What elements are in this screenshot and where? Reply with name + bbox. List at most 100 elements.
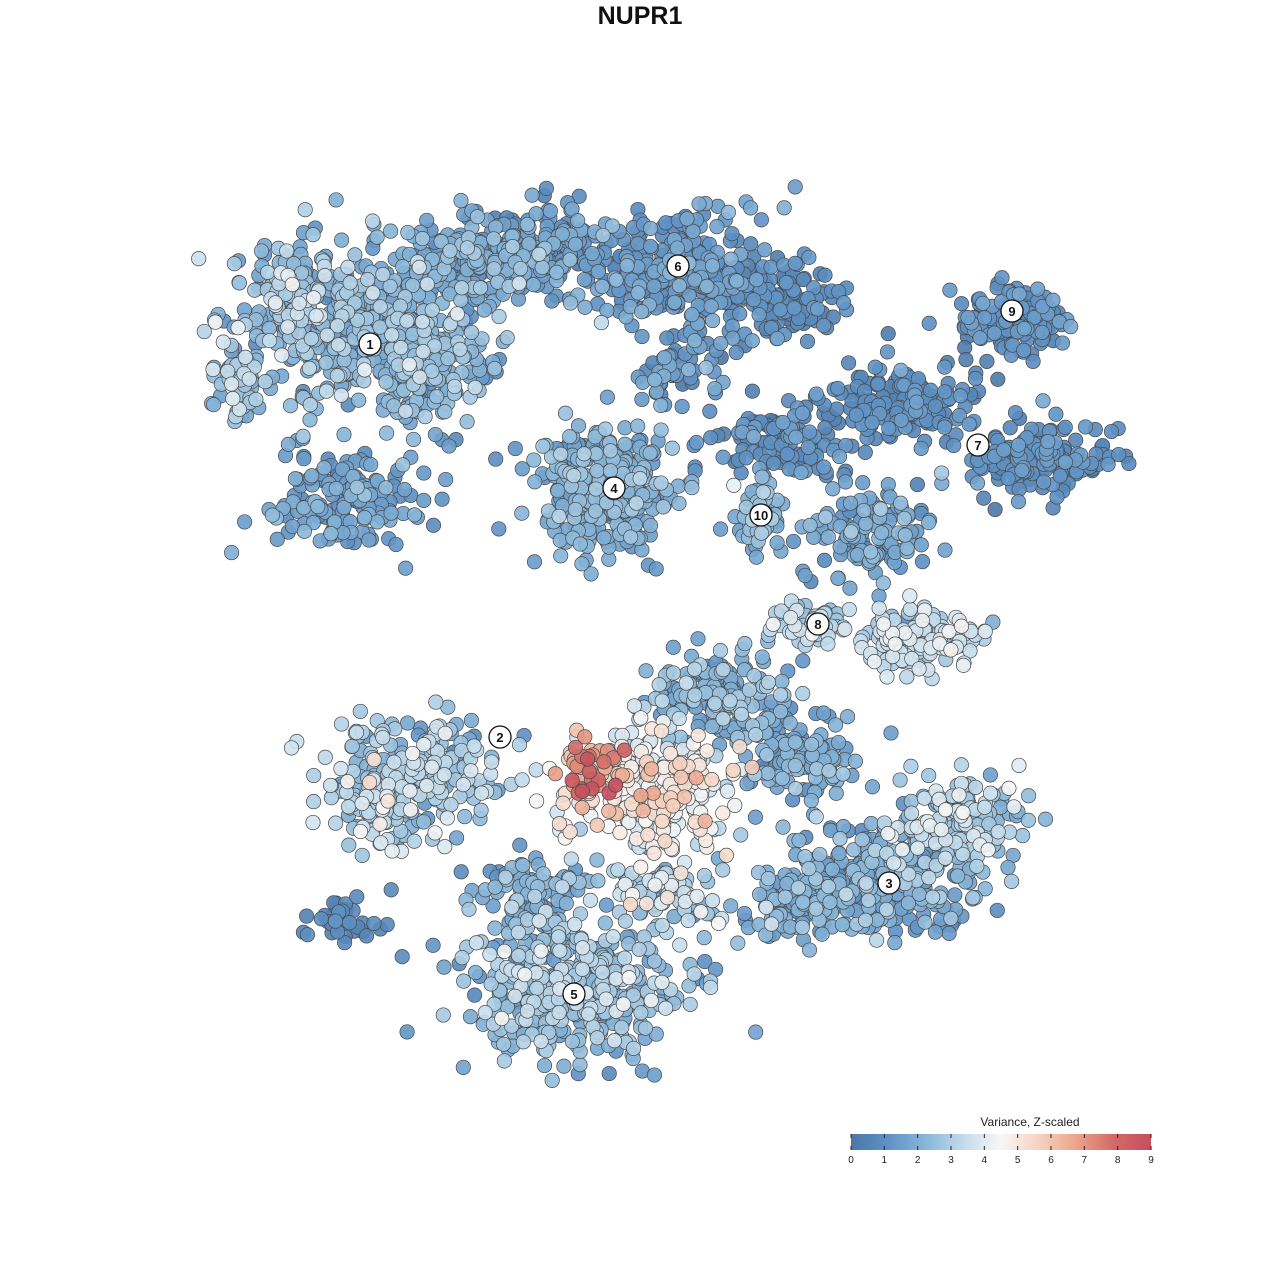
cell-point [1100,456,1116,472]
cell-point [843,524,859,540]
cell-point [602,463,618,479]
cell-point [305,814,321,831]
cell-point [718,847,734,863]
cell-point [590,873,606,889]
cell-point [647,372,663,388]
cell-point [533,943,549,959]
cell-point [231,275,247,291]
cell-point [909,476,925,493]
cell-point [531,246,547,262]
cell-point [582,892,598,908]
cell-point [684,307,700,323]
cell-point [496,1036,512,1052]
cell-point [383,505,399,521]
cell-point [468,935,484,951]
cell-point [774,673,790,689]
cell-point [247,282,263,298]
cell-point [595,227,611,243]
cell-point [419,778,435,794]
cell-point [697,953,713,970]
cell-point [551,508,567,524]
cell-point [513,260,529,277]
cell-point [754,649,770,665]
cell-point [687,687,703,703]
cell-point [205,361,221,378]
cell-point [733,827,749,843]
cell-point [703,298,719,314]
cell-point [1057,454,1073,470]
cell-point [384,843,400,859]
cell-point [299,908,315,924]
cell-point [990,371,1006,387]
cell-point [406,833,422,849]
cell-point [562,252,578,268]
cell-point [816,552,833,568]
cell-point [1015,828,1031,844]
cell-point [797,567,813,584]
cell-point [328,481,344,497]
cell-point [570,213,586,229]
cell-point [477,1005,493,1021]
cell-point [791,832,807,848]
cell-point [507,988,523,1004]
cell-point [871,600,887,616]
cell-point [378,480,394,496]
cell-point [529,980,545,996]
cell-point [911,886,927,902]
cell-point [755,484,771,500]
cell-point [947,887,963,903]
cell-point [515,1034,531,1050]
cell-point [653,723,669,739]
cell-point [341,837,357,853]
cell-point [744,383,760,399]
cell-point [816,705,832,721]
cell-point [980,842,996,858]
cell-point [1037,811,1054,827]
cell-point [463,763,479,779]
cell-point [447,378,463,395]
cell-point [334,232,350,248]
cell-point [599,389,615,405]
cell-point [953,618,970,634]
cell-point [1103,423,1120,440]
cell-point [1010,437,1027,453]
cell-point [206,397,222,413]
cell-point [809,301,826,317]
cell-point [533,1033,549,1049]
cell-point [224,376,240,392]
cell-point [553,446,569,462]
cell-point [405,745,421,762]
cell-point [529,793,545,809]
cell-point [690,727,706,743]
cell-point [722,693,738,709]
cell-point [653,397,669,413]
cell-point [415,344,431,360]
cell-point [876,616,892,632]
cell-point [707,381,723,397]
cell-point [562,295,579,311]
plot-title: NUPR1 [597,2,683,30]
cell-point [354,847,370,863]
cell-point [841,601,857,618]
cell-point [887,935,903,951]
cell-point [594,964,610,980]
cell-point [946,437,962,454]
cell-point [284,276,300,293]
cell-point [384,327,400,343]
cell-point [535,866,551,882]
cell-point [638,663,654,679]
cell-point [380,793,396,809]
cell-point [690,631,706,647]
cell-point [473,785,490,801]
cell-point [837,474,854,490]
cell-point [748,272,765,288]
cell-point [441,438,457,454]
cell-point [713,521,729,537]
cell-point [903,805,920,821]
cell-point [1010,494,1027,510]
cell-point [1007,405,1024,421]
cell-point [994,270,1010,286]
cell-point [917,914,933,930]
cell-point [875,575,891,591]
cell-point [248,391,264,408]
